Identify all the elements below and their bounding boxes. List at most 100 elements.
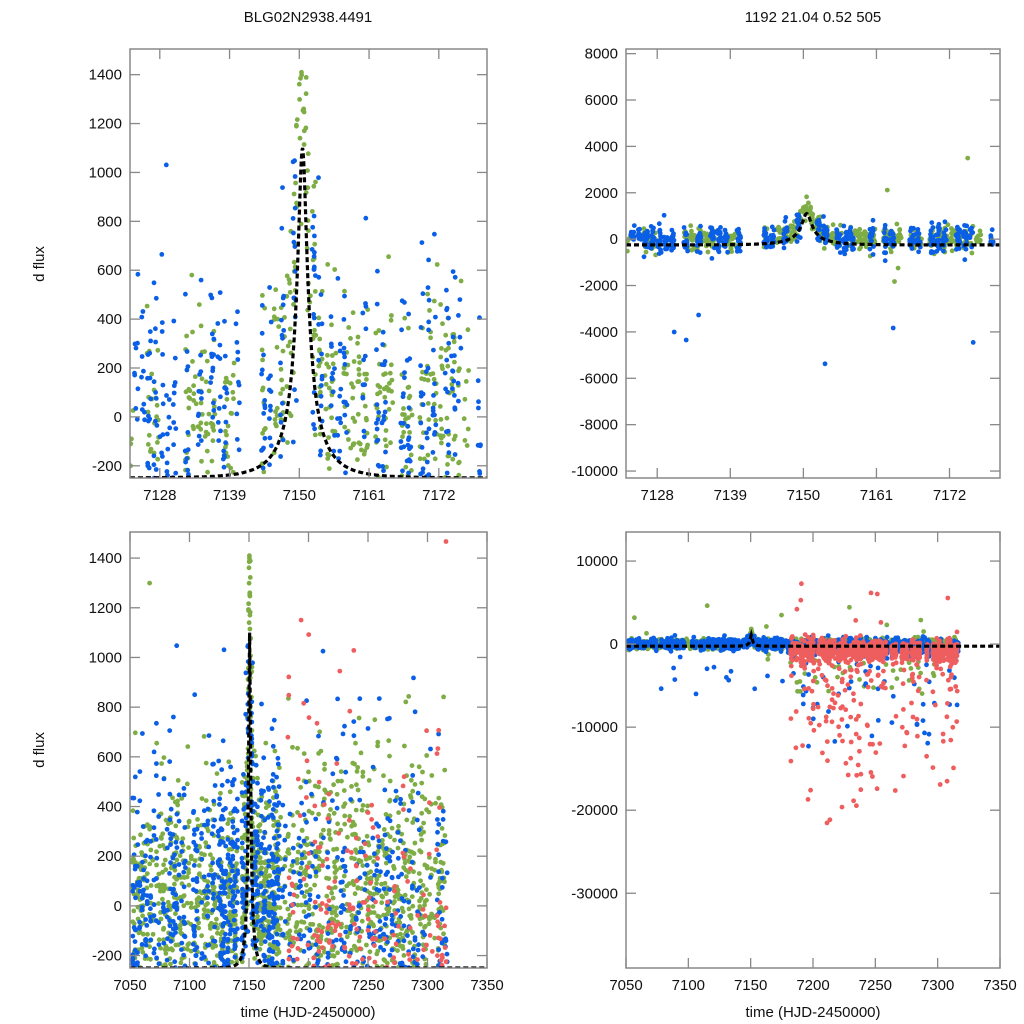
- data-point: [154, 402, 160, 408]
- data-point: [949, 226, 954, 231]
- data-point: [380, 342, 386, 347]
- data-point: [253, 854, 258, 860]
- data-point: [209, 983, 214, 988]
- data-point: [366, 999, 371, 1004]
- data-point: [186, 870, 192, 876]
- data-point: [334, 756, 340, 762]
- data-point: [313, 854, 319, 859]
- data-point: [458, 278, 464, 284]
- data-point: [271, 881, 277, 887]
- data-point: [332, 366, 337, 371]
- data-point: [241, 896, 247, 902]
- data-point: [340, 993, 345, 998]
- data-point: [681, 225, 687, 230]
- data-point: [274, 344, 280, 350]
- data-point: [796, 216, 802, 222]
- data-point: [343, 769, 349, 775]
- data-point: [425, 401, 431, 406]
- data-point: [457, 334, 463, 340]
- data-point: [342, 354, 347, 360]
- data-point: [881, 230, 887, 236]
- data-point: [228, 878, 234, 884]
- data-point: [184, 481, 189, 486]
- data-point: [173, 892, 179, 898]
- data-point: [173, 839, 179, 845]
- data-point: [444, 357, 450, 363]
- data-point: [216, 548, 221, 553]
- data-point: [218, 790, 223, 796]
- data-point: [179, 997, 184, 1002]
- data-point: [241, 772, 246, 777]
- data-point: [268, 443, 274, 449]
- data-point: [340, 903, 345, 908]
- data-point: [262, 847, 268, 852]
- data-point: [140, 859, 145, 865]
- data-point: [171, 318, 177, 324]
- data-point: [205, 1017, 210, 1022]
- data-point: [385, 939, 390, 945]
- data-point: [392, 979, 397, 984]
- y-tick-label: 600: [97, 262, 122, 279]
- data-point: [247, 450, 252, 455]
- data-point: [375, 948, 381, 954]
- data-point: [254, 829, 260, 835]
- data-point: [145, 352, 151, 357]
- data-point: [316, 856, 322, 862]
- data-point: [311, 312, 316, 317]
- data-point: [850, 238, 856, 244]
- data-point: [258, 883, 264, 889]
- data-point: [263, 740, 269, 746]
- data-point: [843, 229, 849, 235]
- data-point: [342, 723, 347, 729]
- data-point: [196, 486, 201, 491]
- data-point: [226, 989, 231, 994]
- data-point: [154, 855, 160, 861]
- data-point: [279, 225, 285, 231]
- data-point: [709, 256, 715, 261]
- data-point: [211, 408, 217, 413]
- data-point: [182, 858, 188, 864]
- data-point: [276, 887, 282, 893]
- data-point: [451, 378, 457, 384]
- data-point: [225, 919, 231, 924]
- data-point: [352, 822, 357, 828]
- data-point: [156, 961, 162, 967]
- data-point: [208, 867, 214, 873]
- data-point: [338, 769, 344, 774]
- data-point: [164, 431, 170, 437]
- data-point: [430, 371, 436, 376]
- data-point: [338, 888, 344, 894]
- data-point: [425, 377, 431, 383]
- data-point: [341, 788, 347, 793]
- data-point: [316, 784, 321, 790]
- data-point: [304, 819, 309, 825]
- data-point: [278, 454, 283, 459]
- data-point: [216, 533, 221, 538]
- data-point: [350, 310, 356, 316]
- data-point: [170, 919, 176, 924]
- data-point: [352, 998, 357, 1003]
- data-point: [450, 456, 456, 462]
- data-point: [325, 850, 331, 855]
- data-point: [267, 947, 272, 952]
- data-point: [374, 420, 379, 426]
- data-point: [348, 797, 354, 802]
- data-point: [456, 313, 461, 318]
- data-point: [179, 849, 185, 854]
- data-point: [205, 901, 210, 906]
- data-point: [282, 837, 288, 843]
- data-point: [230, 389, 236, 395]
- data-point: [362, 871, 368, 877]
- data-point: [276, 324, 282, 329]
- data-point: [372, 717, 378, 723]
- data-point: [399, 831, 405, 837]
- data-point: [406, 325, 411, 331]
- data-point: [276, 950, 282, 955]
- data-point: [280, 386, 286, 392]
- data-point: [382, 880, 388, 886]
- data-point: [295, 745, 300, 751]
- data-point: [209, 996, 214, 1001]
- data-point: [202, 852, 207, 858]
- data-point: [362, 382, 368, 388]
- data-point: [257, 855, 263, 861]
